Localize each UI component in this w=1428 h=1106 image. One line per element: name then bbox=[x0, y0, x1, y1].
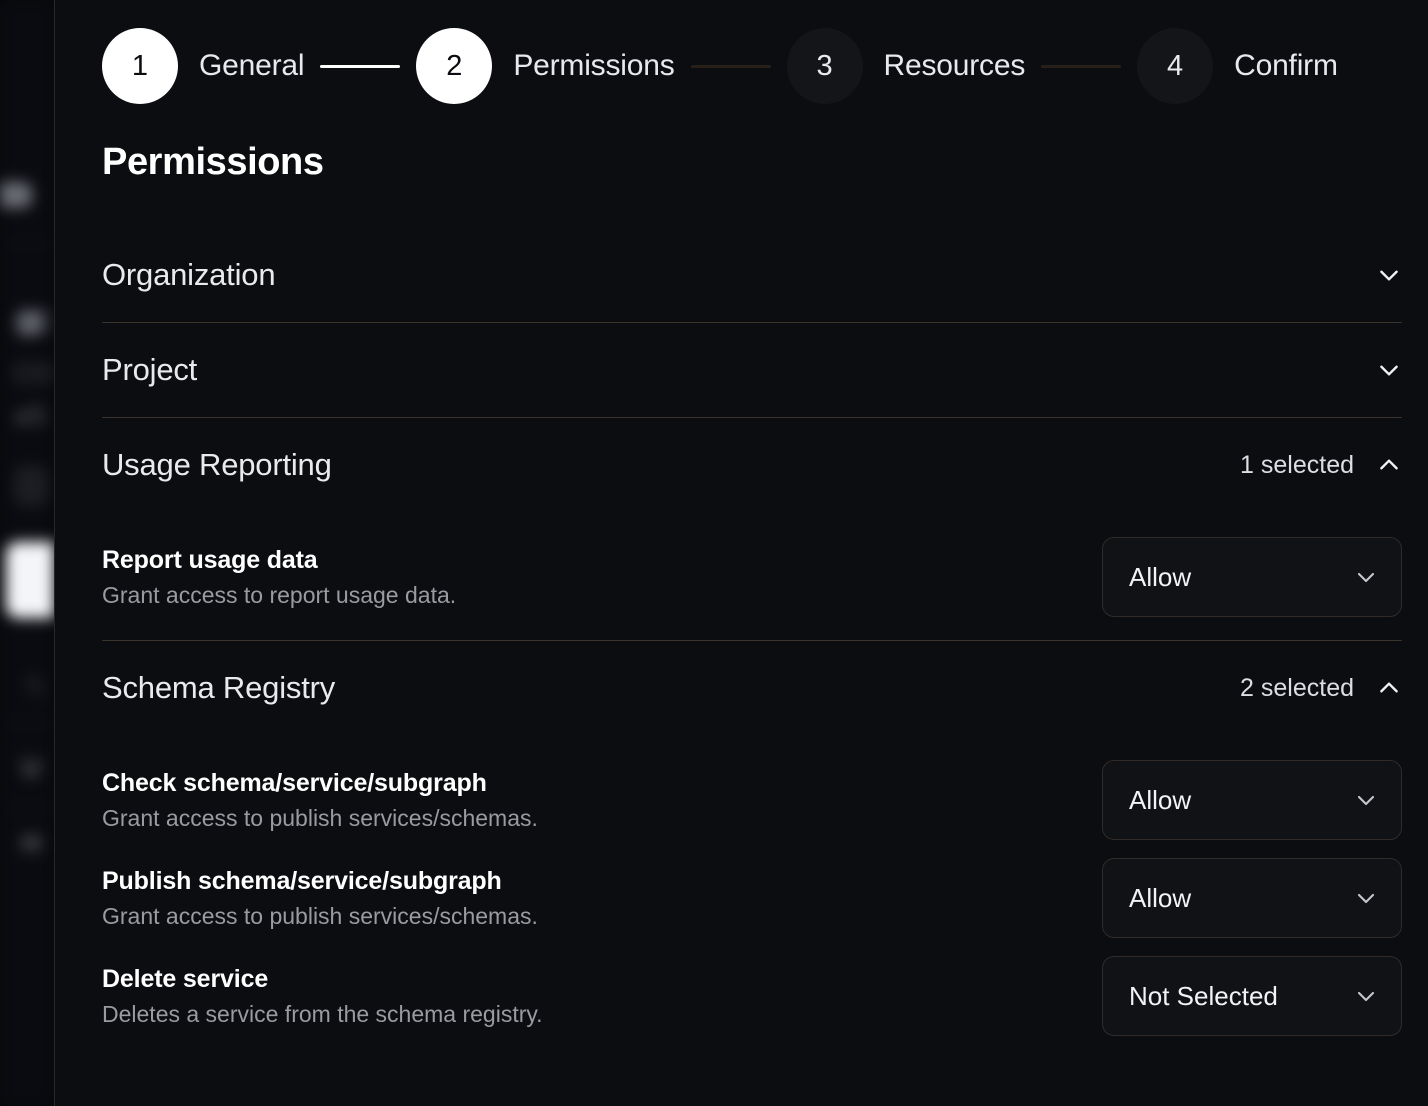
connector-3-4 bbox=[1041, 64, 1122, 68]
section-divider bbox=[102, 322, 1402, 323]
permission-name: Check schema/service/subgraph bbox=[102, 768, 487, 797]
section-schema-registry-header[interactable]: Schema Registry 2 selected bbox=[102, 641, 1402, 735]
section-project-title: Project bbox=[102, 352, 198, 387]
bg-divider bbox=[6, 243, 54, 244]
section-usage-reporting-title: Usage Reporting bbox=[102, 447, 332, 482]
bg-divider-2 bbox=[6, 722, 54, 723]
permission-value-select[interactable]: Allow bbox=[1102, 760, 1402, 840]
permission-row: Publish schema/service/subgraph Grant ac… bbox=[102, 849, 1402, 947]
bg-logo-chip bbox=[0, 182, 32, 208]
bg-item-5: Ti bbox=[24, 672, 45, 702]
step-3-number: 3 bbox=[816, 49, 833, 82]
connector-1-2 bbox=[320, 64, 401, 68]
step-1-general[interactable]: 1 General bbox=[102, 28, 305, 104]
section-project-header[interactable]: Project bbox=[102, 323, 1402, 417]
permission-value: Not Selected bbox=[1129, 980, 1278, 1011]
section-usage-reporting-count: 1 selected bbox=[1240, 450, 1354, 479]
section-organization-title: Organization bbox=[102, 257, 276, 292]
permission-name: Delete service bbox=[102, 964, 269, 993]
permission-description: Deletes a service from the schema regist… bbox=[102, 1000, 543, 1027]
permission-sections: Organization Project bbox=[102, 228, 1402, 1059]
permission-text: Check schema/service/subgraph Grant acce… bbox=[102, 767, 538, 833]
permission-row: Report usage data Grant access to report… bbox=[102, 528, 1402, 626]
background-sidebar: C CO aS Ti U H bbox=[0, 0, 54, 1106]
page-title: Permissions bbox=[102, 141, 324, 183]
chevron-down-icon bbox=[1357, 991, 1375, 1002]
section-organization: Organization bbox=[102, 228, 1402, 323]
step-3-label: Resources bbox=[883, 49, 1026, 82]
permission-value-select[interactable]: Not Selected bbox=[1102, 956, 1402, 1036]
permission-value: Allow bbox=[1129, 882, 1192, 913]
permission-text: Delete service Deletes a service from th… bbox=[102, 963, 543, 1029]
step-4-circle: 4 bbox=[1137, 28, 1214, 104]
step-3-resources[interactable]: 3 Resources bbox=[786, 28, 1026, 104]
bg-item-4 bbox=[14, 466, 48, 506]
permission-value-select[interactable]: Allow bbox=[1102, 537, 1402, 617]
schema-registry-rows: Check schema/service/subgraph Grant acce… bbox=[102, 735, 1402, 1059]
step-4-label: Confirm bbox=[1234, 49, 1338, 82]
permission-name: Publish schema/service/subgraph bbox=[102, 866, 502, 895]
bg-item-2: CO bbox=[14, 358, 53, 388]
permission-row: Delete service Deletes a service from th… bbox=[102, 947, 1402, 1045]
section-schema-registry-title: Schema Registry bbox=[102, 670, 336, 705]
wizard-stepper: 1 General 2 Permissions 3 Resources bbox=[102, 26, 1338, 106]
section-schema-registry: Schema Registry 2 selected Check schema/… bbox=[102, 641, 1402, 1059]
bg-item-3: aS bbox=[14, 400, 46, 430]
step-1-label: General bbox=[199, 49, 305, 82]
bg-item-1: C bbox=[34, 306, 53, 336]
section-project: Project bbox=[102, 323, 1402, 418]
chevron-down-icon bbox=[1357, 572, 1375, 583]
bg-divider-3 bbox=[6, 808, 54, 809]
section-schema-registry-right: 2 selected bbox=[1240, 674, 1402, 703]
step-2-number: 2 bbox=[446, 49, 463, 82]
section-divider bbox=[102, 417, 1402, 418]
chevron-up-icon bbox=[1380, 459, 1398, 470]
bg-avatar-1 bbox=[16, 310, 42, 336]
connector-2-3 bbox=[690, 64, 771, 68]
section-schema-registry-count: 2 selected bbox=[1240, 673, 1354, 702]
permission-text: Report usage data Grant access to report… bbox=[102, 544, 456, 610]
chevron-down-icon bbox=[1357, 795, 1375, 806]
step-1-circle: 1 bbox=[102, 28, 178, 104]
section-usage-reporting-right: 1 selected bbox=[1240, 451, 1402, 480]
permission-row: Check schema/service/subgraph Grant acce… bbox=[102, 751, 1402, 849]
step-2-circle: 2 bbox=[416, 28, 493, 104]
section-organization-right bbox=[1354, 262, 1402, 288]
permission-value: Allow bbox=[1129, 561, 1192, 592]
permission-description: Grant access to publish services/schemas… bbox=[102, 902, 538, 929]
step-3-circle: 3 bbox=[786, 28, 863, 104]
bg-selected-item bbox=[6, 542, 54, 618]
step-1-number: 1 bbox=[131, 49, 149, 82]
section-divider bbox=[102, 640, 1402, 641]
section-organization-header[interactable]: Organization bbox=[102, 228, 1402, 322]
permissions-modal: 1 General 2 Permissions 3 Resources bbox=[54, 0, 1428, 1106]
bg-item-7: H bbox=[22, 828, 41, 858]
section-usage-reporting-header[interactable]: Usage Reporting 1 selected bbox=[102, 418, 1402, 512]
section-project-right bbox=[1354, 357, 1402, 383]
section-usage-reporting: Usage Reporting 1 selected Report usage … bbox=[102, 418, 1402, 641]
step-4-confirm[interactable]: 4 Confirm bbox=[1137, 28, 1338, 104]
chevron-down-icon bbox=[1380, 365, 1398, 376]
usage-reporting-rows: Report usage data Grant access to report… bbox=[102, 512, 1402, 640]
step-2-label: Permissions bbox=[513, 49, 675, 82]
permission-description: Grant access to publish services/schemas… bbox=[102, 804, 538, 831]
step-4-number: 4 bbox=[1167, 49, 1184, 82]
permission-value-select[interactable]: Allow bbox=[1102, 858, 1402, 938]
chevron-up-icon bbox=[1380, 682, 1398, 693]
permission-value: Allow bbox=[1129, 784, 1192, 815]
bg-item-6: U bbox=[22, 752, 41, 782]
permission-name: Report usage data bbox=[102, 545, 318, 574]
step-2-permissions[interactable]: 2 Permissions bbox=[416, 28, 675, 104]
permission-description: Grant access to report usage data. bbox=[102, 581, 457, 608]
permission-text: Publish schema/service/subgraph Grant ac… bbox=[102, 865, 538, 931]
chevron-down-icon bbox=[1380, 270, 1398, 281]
chevron-down-icon bbox=[1357, 893, 1375, 904]
